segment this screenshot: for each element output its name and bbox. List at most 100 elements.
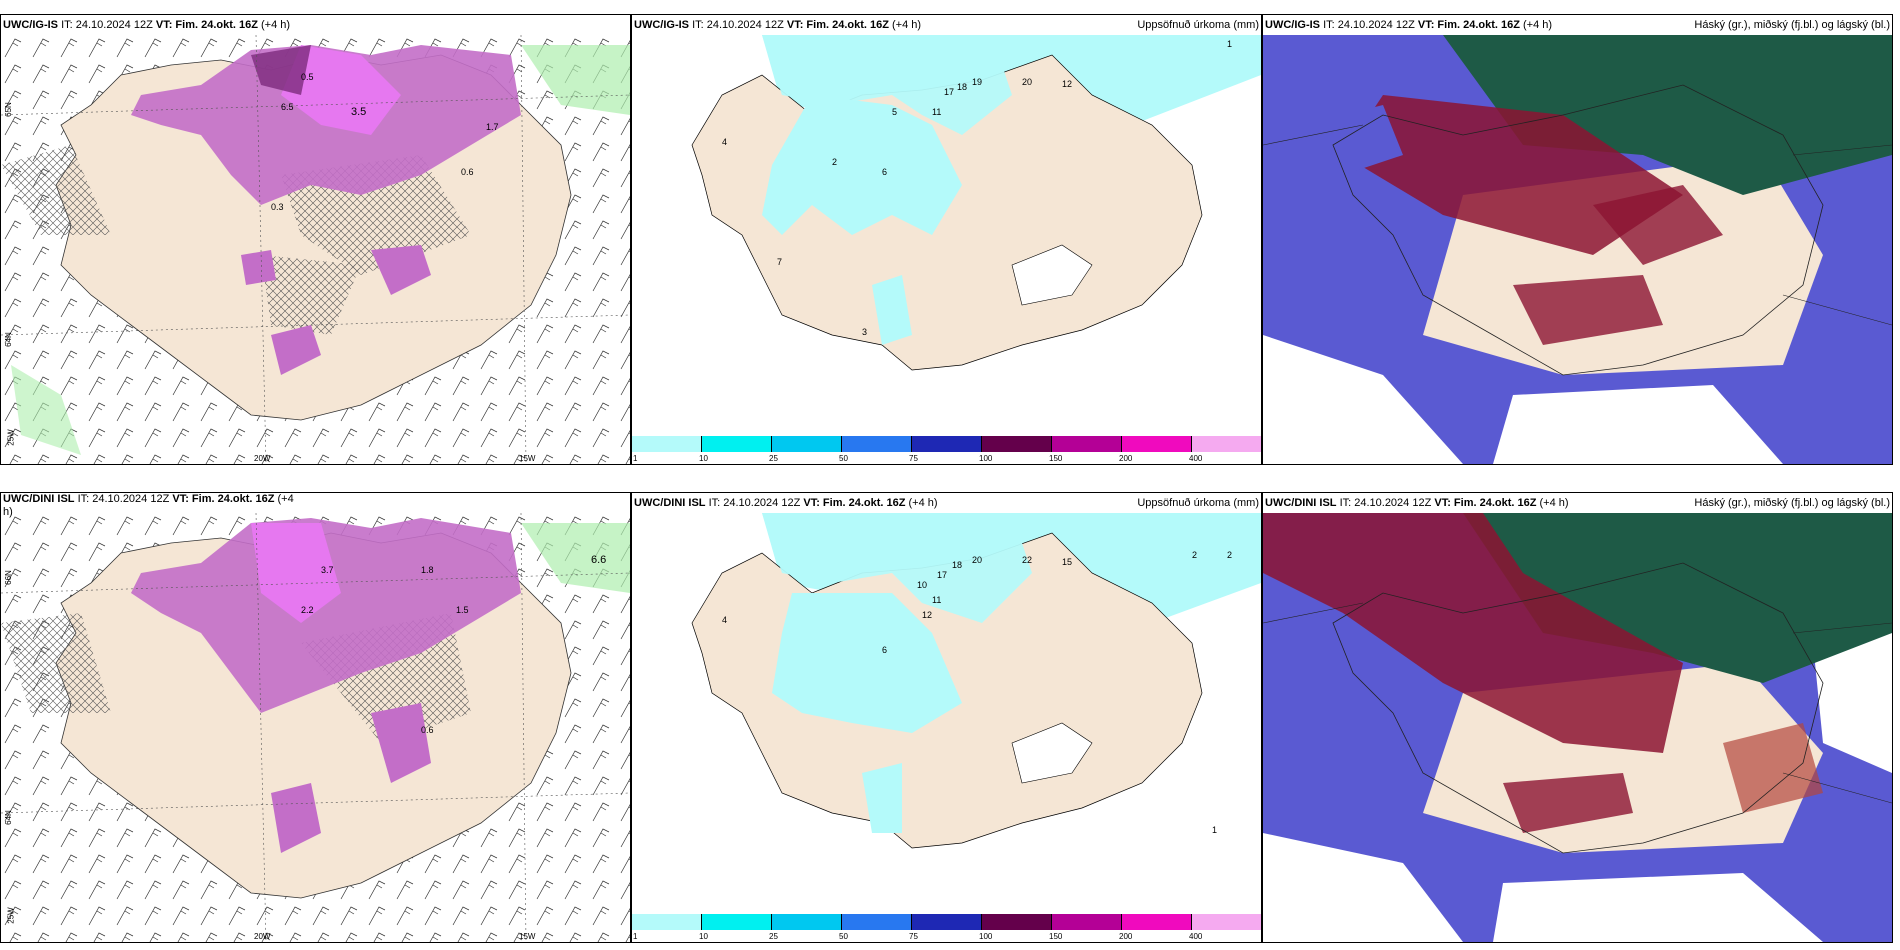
legend-swatch: [1192, 436, 1261, 452]
pcp-value: 0.6: [461, 167, 474, 177]
pcp-value: 1.7: [486, 122, 499, 132]
precip-value: 15: [1062, 557, 1072, 567]
legend-tick: 150: [1049, 454, 1063, 463]
precip-value: 4: [722, 137, 727, 147]
precip-value: 11: [932, 595, 941, 605]
legend-swatch: [1192, 914, 1261, 930]
pcp-value: 3.5: [351, 106, 366, 118]
panel-header: UWC/DINI ISL IT: 24.10.2024 12Z VT: Fim.…: [1, 493, 630, 518]
legend-swatch: [702, 436, 772, 452]
legend-tick: 100: [979, 454, 993, 463]
legend-tick: 150: [1049, 932, 1063, 941]
legend-tick: 25: [769, 454, 778, 463]
accumulated-precip-map: 17 18 19 20 12 5 11 2 4 6 7 3 1: [632, 35, 1261, 436]
panel-title: UWC/IG-IS IT: 24.10.2024 12Z VT: Fim. 24…: [3, 19, 291, 31]
precip-value: 3: [862, 327, 867, 337]
lon-label: 25W: [6, 907, 16, 924]
lon-label: 20W: [254, 454, 271, 463]
legend-swatch: [772, 436, 842, 452]
legend-tick: 100: [979, 932, 993, 941]
lon-label: 20W: [254, 932, 271, 941]
precip-value: 2: [1227, 550, 1232, 560]
panel-field-name: Uppsöfnuð úrkoma (mm): [1137, 19, 1259, 31]
panel-title: UWC/IG-IS IT: 24.10.2024 12Z VT: Fim. 24…: [1265, 19, 1553, 31]
iceland-outline: [1332, 84, 1824, 376]
legend-swatch: [1052, 436, 1122, 452]
legend-swatch: [632, 436, 702, 452]
precip-value: 6: [882, 167, 887, 177]
legend-tick: 50: [839, 454, 848, 463]
precip-value: 5: [892, 107, 897, 117]
panel-header: UWC/IG-IS IT: 24.10.2024 12Z VT: Fim. 24…: [1, 15, 630, 35]
cloud-cover-map: [1263, 513, 1892, 942]
panel-header: UWC/IG-IS IT: 24.10.2024 12Z VT: Fim. 24…: [632, 15, 1261, 35]
precip-value: 22: [1022, 555, 1032, 565]
precip-colorbar: 1 10 25 50 75 100 150 200 400: [632, 914, 1261, 942]
legend-swatch: [842, 436, 912, 452]
legend-swatch: [1052, 914, 1122, 930]
legend-swatch: [842, 914, 912, 930]
precip-value: 2: [1192, 550, 1197, 560]
lat-label: 65N: [3, 102, 13, 117]
pcp-value: 2.2: [301, 605, 314, 615]
precip-value: 10: [917, 580, 927, 590]
precip-value: 17: [937, 570, 947, 580]
precip-value: 18: [957, 82, 967, 92]
legend-swatch: [912, 436, 982, 452]
precip-value: 20: [972, 555, 982, 565]
wind-precip-map: 6.6 1.8 1.5 3.7 2.2 0.6: [1, 513, 630, 942]
precip-value: 19: [972, 77, 982, 87]
pcp-value: 6.5: [281, 102, 294, 112]
pcp-value: 0.3: [271, 202, 284, 212]
precip-value: 4: [722, 615, 727, 625]
precip-value: 1: [1212, 825, 1217, 835]
panel-top-right-cloud-cover[interactable]: UWC/IG-IS IT: 24.10.2024 12Z VT: Fim. 24…: [1262, 14, 1893, 465]
panel-title: UWC/IG-IS IT: 24.10.2024 12Z VT: Fim. 24…: [634, 19, 922, 31]
lat-label: 64N: [3, 810, 13, 825]
precip-value: 1: [1227, 39, 1232, 49]
pcp-value: 0.5: [301, 72, 314, 82]
legend-tick: 75: [909, 932, 918, 941]
legend-tick: 25: [769, 932, 778, 941]
precip-value: 17: [944, 87, 954, 97]
precip-value: 20: [1022, 77, 1032, 87]
precip-value: 2: [832, 157, 837, 167]
pcp-value: 0.6: [421, 725, 434, 735]
panel-top-middle-accumulated-precip[interactable]: UWC/IG-IS IT: 24.10.2024 12Z VT: Fim. 24…: [631, 14, 1262, 465]
precip-area-north: [131, 518, 521, 713]
accumulated-precip-map: 17 18 20 22 15 11 10 12 4 6 2 2 1: [632, 513, 1261, 914]
legend-tick: 10: [699, 454, 708, 463]
pcp-value: 6.6: [591, 554, 606, 566]
precip-value: 7: [777, 257, 782, 267]
pcp-value: 1.8: [421, 565, 434, 575]
legend-tick: 400: [1189, 454, 1203, 463]
legend-swatch: [982, 914, 1052, 930]
legend-swatch: [1122, 436, 1192, 452]
legend-tick: 50: [839, 932, 848, 941]
pcp-value: 3.7: [321, 565, 334, 575]
panel-bottom-left-wind-precip[interactable]: UWC/DINI ISL IT: 24.10.2024 12Z VT: Fim.…: [0, 492, 631, 943]
panel-top-left-wind-precip[interactable]: UWC/IG-IS IT: 24.10.2024 12Z VT: Fim. 24…: [0, 14, 631, 465]
precip-colorbar: 1 10 25 50 75 100 150 200 400: [632, 436, 1261, 464]
precip-value: 12: [1062, 79, 1072, 89]
panel-bottom-middle-accumulated-precip[interactable]: UWC/DINI ISL IT: 24.10.2024 12Z VT: Fim.…: [631, 492, 1262, 943]
panel-field-name: Háský (gr.), miðský (fj.bl.) og lágský (…: [1694, 497, 1890, 509]
precip-value: 18: [952, 560, 962, 570]
legend-tick: 1: [633, 454, 638, 463]
panel-field-name: Uppsöfnuð úrkoma (mm): [1137, 497, 1259, 509]
wind-precip-map: 3.5 6.5 0.5 1.7 0.6 0.3: [1, 35, 630, 464]
legend-swatch: [912, 914, 982, 930]
lon-label: 25W: [6, 429, 16, 446]
legend-swatch: [1122, 914, 1192, 930]
lat-label: 64N: [3, 332, 13, 347]
iceland-outline: [1332, 562, 1824, 854]
legend-tick: 10: [699, 932, 708, 941]
legend-swatch: [632, 914, 702, 930]
precip-value: 12: [922, 610, 932, 620]
lat-label: 66N: [3, 570, 13, 585]
pcp-value: 1.5: [456, 605, 469, 615]
panel-bottom-right-cloud-cover[interactable]: UWC/DINI ISL IT: 24.10.2024 12Z VT: Fim.…: [1262, 492, 1893, 943]
panel-field-name: Háský (gr.), miðský (fj.bl.) og lágský (…: [1694, 19, 1890, 31]
cloud-cover-map: [1263, 35, 1892, 464]
legend-swatch: [702, 914, 772, 930]
